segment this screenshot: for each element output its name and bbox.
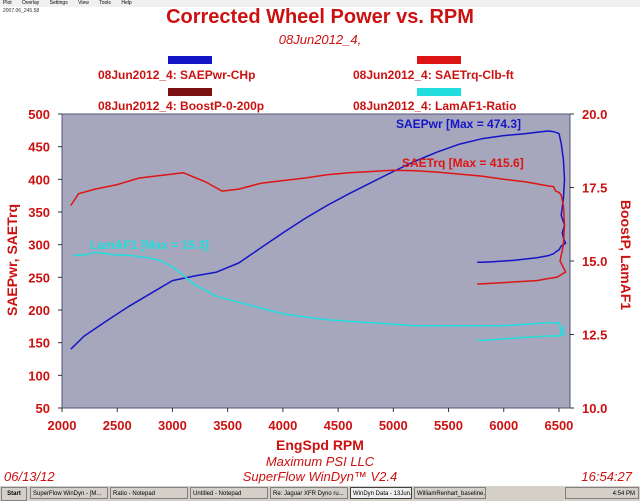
chart-title: Corrected Wheel Power vs. RPM	[166, 6, 474, 28]
tray-clock: 4:54 PM	[612, 491, 635, 497]
legend-label-saetrq: 08Jun2012_4: SAETrq-Clb-ft	[353, 68, 514, 82]
annotation-saepwr: SAEPwr [Max = 474.3]	[396, 117, 521, 131]
x-tick-label-2: 3000	[158, 418, 187, 433]
x-tick-label-0: 2000	[48, 418, 77, 433]
y-right-axis-title: BoostP, LamAF1	[618, 199, 634, 311]
x-tick-label-3: 3500	[213, 418, 242, 433]
series-line-saetrq	[70, 169, 567, 285]
x-axis-title: EngSpd RPM	[276, 437, 364, 453]
y-right-tick-label-4: 20.0	[582, 107, 607, 122]
y-left-tick-label-2: 150	[28, 336, 50, 351]
taskbar-item-windyn-data[interactable]: WinDyn Data - 13Jun...	[350, 487, 412, 499]
start-button[interactable]: Start	[1, 487, 27, 501]
menu-item-settings[interactable]: Settings	[49, 0, 68, 6]
y-right-tick-label-1: 12.5	[582, 328, 607, 343]
footer-time: 16:54:27	[581, 469, 632, 484]
file-path-label: 2007.06_245.58	[3, 8, 40, 14]
x-tick-label-8: 6000	[489, 418, 518, 433]
y-left-axis-title: SAEPwr, SAETrq	[4, 203, 20, 317]
x-tick-label-1: 2500	[103, 418, 132, 433]
y-left-tick-label-7: 400	[28, 172, 50, 187]
menu-item-help[interactable]: Help	[121, 0, 132, 6]
menu-item-overlay[interactable]: Overlay	[22, 0, 40, 6]
x-tick-label-7: 5500	[434, 418, 463, 433]
y-left-tick-label-0: 50	[36, 401, 50, 416]
footer-company: Maximum PSI LLC	[265, 454, 375, 469]
y-left-tick-label-6: 350	[28, 205, 50, 220]
menu-item-view[interactable]: View	[78, 0, 89, 6]
system-tray: 4:54 PM	[565, 487, 639, 499]
x-tick-label-6: 5000	[379, 418, 408, 433]
footer-date: 06/13/12	[4, 469, 55, 484]
taskbar-item-windyn[interactable]: SuperFlow WinDyn - [M...	[30, 487, 108, 499]
menu-bar: Plot Overlay Settings View Tools Help	[0, 0, 640, 7]
chart-subtitle: 08Jun2012_4,	[278, 32, 362, 47]
taskbar-item-ratio-notepad[interactable]: Ratio - Notepad	[110, 487, 188, 499]
legend-swatch-lamaf1	[417, 88, 461, 96]
legend-swatch-saepwr	[168, 56, 212, 64]
legend-swatch-saetrq	[417, 56, 461, 64]
legend-label-boost: 08Jun2012_4: BoostP-0-200p	[98, 99, 265, 113]
y-left-tick-label-3: 200	[28, 303, 50, 318]
y-right-tick-label-3: 17.5	[582, 181, 607, 196]
y-right-tick-label-0: 10.0	[582, 401, 607, 416]
annotation-lamaf1: LamAF1 [Max = 15.3]	[90, 238, 209, 252]
menu-item-tools[interactable]: Tools	[99, 0, 111, 6]
taskbar-item-jaguar-post[interactable]: Re: Jaguar XFR Dyno ru...	[270, 487, 348, 499]
series-line-saepwr	[70, 130, 567, 350]
series-line-lamaf1	[73, 251, 566, 342]
footer-software: SuperFlow WinDyn™ V2.4	[242, 469, 398, 484]
y-left-tick-label-4: 250	[28, 270, 50, 285]
x-tick-label-5: 4500	[324, 418, 353, 433]
legend-swatch-boost	[168, 88, 212, 96]
x-tick-label-4: 4000	[268, 418, 297, 433]
taskbar: Start SuperFlow WinDyn - [M... Ratio - N…	[0, 485, 640, 501]
y-left-tick-label-1: 100	[28, 368, 50, 383]
annotation-saetrq: SAETrq [Max = 415.6]	[402, 156, 524, 170]
menu-item-plot[interactable]: Plot	[3, 0, 12, 6]
plot-area	[61, 113, 571, 409]
legend-label-lamaf1: 08Jun2012_4: LamAF1-Ratio	[353, 99, 517, 113]
y-left-tick-label-9: 500	[28, 107, 50, 122]
y-left-tick-label-8: 450	[28, 140, 50, 155]
y-left-tick-label-5: 300	[28, 238, 50, 253]
taskbar-item-baseline[interactable]: WilliamRenhart_baseline...	[414, 487, 486, 499]
x-tick-label-9: 6500	[544, 418, 573, 433]
taskbar-item-untitled-notepad[interactable]: Untitled - Notepad	[190, 487, 268, 499]
legend-label-saepwr: 08Jun2012_4: SAEPwr-CHp	[98, 68, 256, 82]
y-right-tick-label-2: 15.0	[582, 254, 607, 269]
